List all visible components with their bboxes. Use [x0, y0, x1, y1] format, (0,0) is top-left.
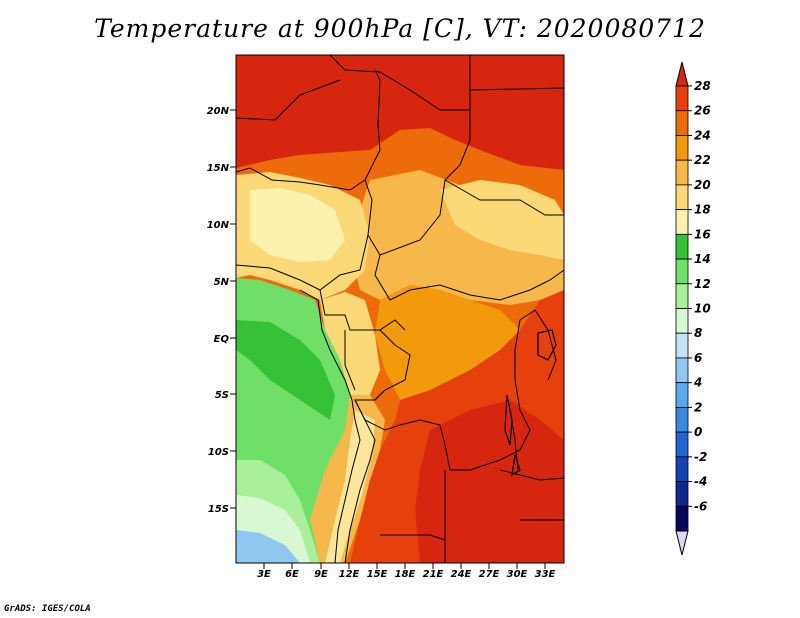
colorbar-label: 4 — [693, 376, 702, 390]
temperature-field — [236, 55, 564, 563]
colorbar-box — [675, 308, 689, 334]
colorbar-box — [675, 135, 689, 161]
colorbar-box — [675, 456, 689, 482]
colorbar-box — [675, 431, 689, 458]
colorbar-label: 14 — [694, 252, 711, 266]
colorbar-label: 6 — [694, 351, 702, 365]
lat-label: EQ — [214, 334, 230, 345]
lon-label: 30E — [507, 569, 528, 580]
great-lakes — [504, 329, 557, 477]
colorbar-bottom-arrow — [675, 530, 689, 556]
colorbar-box — [675, 209, 689, 235]
colorbar-box — [675, 159, 689, 186]
lon-label: 33E — [535, 569, 556, 580]
colorbar-box — [675, 505, 689, 532]
colorbar-label: 12 — [694, 277, 711, 291]
colorbar-box — [675, 233, 689, 260]
lat-label: 10S — [208, 447, 229, 458]
colorbar-label: 28 — [694, 79, 711, 93]
country-borders — [236, 55, 564, 563]
colorbar-label: 8 — [694, 326, 702, 340]
colorbar-box — [675, 406, 689, 433]
lon-label: 6E — [285, 569, 299, 580]
lat-label: 5N — [214, 277, 230, 288]
colorbar-label: 2 — [694, 400, 702, 414]
lon-label: 21E — [423, 569, 444, 580]
colorbar-label: -2 — [694, 450, 707, 464]
lat-label: 20N — [207, 106, 230, 117]
lon-label: 18E — [395, 569, 416, 580]
software-credit: GrADS: IGES/COLA — [4, 604, 91, 614]
lon-label: 9E — [314, 569, 328, 580]
colorbar-label: 22 — [694, 153, 711, 167]
lat-label: 10N — [207, 220, 230, 231]
lon-label: 24E — [451, 569, 472, 580]
longitude-axis: 3E 6E 9E 12E 15E 18E 21E 24E 27E 30E 33E — [257, 563, 556, 580]
lat-label: 5S — [215, 390, 229, 401]
colorbar-label: 20 — [694, 178, 711, 192]
colorbar-box — [675, 110, 689, 136]
colorbar-label: 24 — [694, 128, 711, 142]
colorbar-box — [675, 357, 689, 384]
lon-label: 12E — [339, 569, 360, 580]
colorbar-box — [675, 481, 689, 507]
colorbar-label: 10 — [694, 302, 711, 316]
colorbar-box — [675, 332, 689, 359]
colorbar-label: 18 — [694, 203, 711, 217]
lat-label: 15S — [208, 504, 229, 515]
colorbar-label: -6 — [694, 499, 707, 513]
lat-label: 15N — [207, 163, 230, 174]
lon-label: 27E — [479, 569, 500, 580]
lon-label: 15E — [367, 569, 388, 580]
colorbar-box — [675, 283, 689, 309]
map-frame — [235, 54, 565, 564]
colorbar-label: 16 — [694, 227, 711, 241]
colorbar-box — [675, 184, 689, 211]
colorbar-top-arrow — [675, 61, 689, 87]
colorbar-box — [675, 382, 689, 408]
latitude-axis: 20N 15N 10N 5N EQ 5S 10S 15S — [207, 106, 236, 515]
colorbar-label: -4 — [694, 475, 707, 489]
colorbar-label: 0 — [694, 425, 702, 439]
colorbar-box — [675, 85, 689, 112]
map-title: Temperature at 900hPa [C], VT: 202008071… — [94, 14, 706, 43]
lon-label: 3E — [257, 569, 271, 580]
colorbar-label: 26 — [694, 104, 711, 118]
colorbar-box — [675, 258, 689, 285]
